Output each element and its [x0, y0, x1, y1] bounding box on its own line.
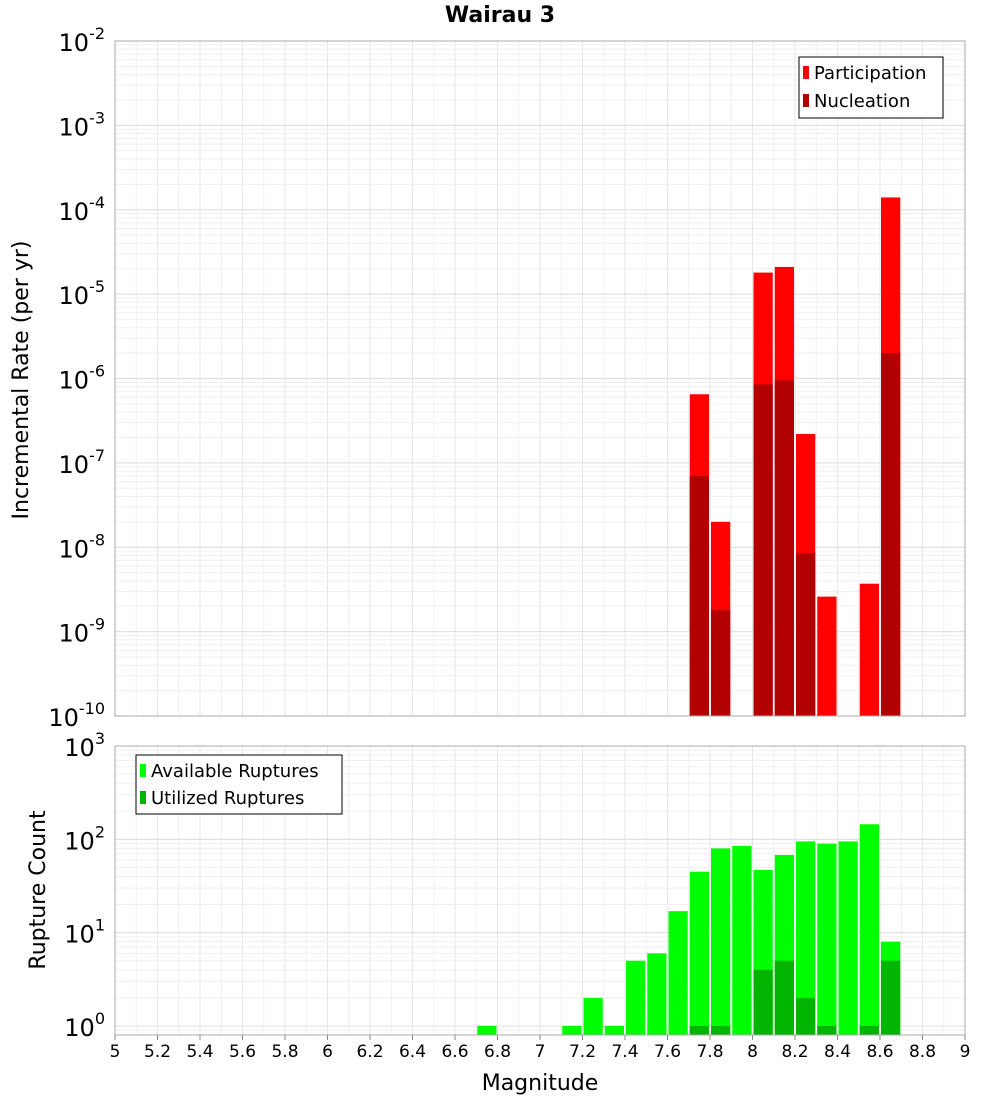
- x-tick-label: 6.6: [441, 1042, 468, 1062]
- rate-bar-nucleation: [881, 353, 901, 716]
- rate-bar-nucleation: [753, 384, 773, 716]
- count-bar-utilized-ruptures: [711, 1025, 731, 1035]
- rate-bar-nucleation: [711, 610, 731, 716]
- rate-y-tick-label: 10-9: [59, 615, 106, 648]
- count-bar-available-ruptures: [604, 1025, 624, 1035]
- x-tick-label: 8.2: [781, 1042, 808, 1062]
- rate-legend-box: [798, 56, 944, 119]
- legend-label-available: Available Ruptures: [151, 761, 319, 782]
- rate-bars: [689, 197, 901, 717]
- count-bars: [477, 824, 901, 1035]
- rate-grid: [114, 40, 966, 717]
- count-y-tick-label: 102: [64, 822, 105, 855]
- x-tick-label: 5.6: [229, 1042, 256, 1062]
- count-bar-available-ruptures: [689, 871, 709, 1035]
- count-y-tick-label: 103: [64, 729, 105, 762]
- count-bar-utilized-ruptures: [796, 997, 816, 1035]
- count-bar-utilized-ruptures: [774, 960, 794, 1035]
- x-tick-label: 5.4: [186, 1042, 213, 1062]
- legend-swatch-participation: [803, 66, 809, 79]
- count-bar-available-ruptures: [796, 841, 816, 1035]
- count-y-tick-label: 100: [64, 1009, 105, 1042]
- count-legend: Available Ruptures Utilized Ruptures: [135, 754, 343, 815]
- count-bar-available-ruptures: [477, 1025, 497, 1035]
- rate-bar-participation: [817, 596, 837, 716]
- rate-y-tick-label: 10-8: [59, 530, 106, 563]
- x-tick-label: 6.8: [484, 1042, 511, 1062]
- count-x-ticks: 5 5.2 5.4 5.6 5.8 6 6.2 6.4 6.6 6.8 7 7.2 7.4 7.6 7.8 8…: [110, 1035, 971, 1062]
- count-bar-available-ruptures: [838, 841, 858, 1035]
- x-tick-label: 5.2: [144, 1042, 171, 1062]
- legend-swatch-utilized: [140, 791, 146, 804]
- rate-y-tick-label: 10-7: [59, 446, 106, 479]
- x-tick-label: 7.6: [654, 1042, 681, 1062]
- count-bar-available-ruptures: [817, 843, 837, 1035]
- rate-y-axis-label: Incremental Rate (per yr): [9, 241, 34, 520]
- x-tick-label: 6.4: [399, 1042, 426, 1062]
- legend-label-utilized: Utilized Ruptures: [151, 788, 304, 809]
- count-panel: 100 101 102 103 5 5.2 5.4 5.6 5.8 6 6.2 6.4 6.6 6.8 7…: [26, 729, 970, 1096]
- x-tick-label: 9: [960, 1042, 971, 1062]
- rate-y-tick-label: 10-5: [59, 277, 106, 310]
- count-bar-utilized-ruptures: [859, 1025, 879, 1035]
- x-tick-label: 7.4: [611, 1042, 638, 1062]
- x-tick-label: 8.8: [909, 1042, 936, 1062]
- rate-y-tick-label: 10-2: [59, 24, 106, 57]
- count-bar-utilized-ruptures: [753, 969, 773, 1035]
- x-tick-label: 8.6: [866, 1042, 893, 1062]
- rate-y-tick-label: 10-3: [59, 108, 106, 141]
- x-tick-label: 6: [322, 1042, 333, 1062]
- legend-swatch-nucleation: [803, 94, 809, 107]
- chart-title: Wairau 3: [445, 3, 555, 28]
- count-bar-available-ruptures: [732, 845, 752, 1035]
- rate-y-ticks: 10-10 10-9 10-8 10-7 10-6 10-5 10-4 10-3 10-2: [48, 24, 105, 732]
- count-y-ticks: 100 101 102 103: [64, 729, 105, 1042]
- count-bar-available-ruptures: [711, 848, 731, 1035]
- rate-plot-border: [114, 40, 966, 717]
- count-bar-available-ruptures: [583, 997, 603, 1035]
- rate-bar-nucleation: [796, 553, 816, 716]
- count-bar-utilized-ruptures: [689, 1025, 709, 1035]
- count-y-tick-label: 101: [64, 916, 105, 949]
- x-tick-label: 5.8: [271, 1042, 298, 1062]
- count-bar-available-ruptures: [562, 1025, 582, 1035]
- count-bar-available-ruptures: [859, 824, 879, 1035]
- x-tick-label: 6.2: [356, 1042, 383, 1062]
- count-bar-available-ruptures: [626, 960, 646, 1035]
- rate-y-tick-label: 10-6: [59, 362, 106, 395]
- x-tick-label: 5: [110, 1042, 121, 1062]
- legend-swatch-available: [140, 764, 146, 777]
- x-tick-label: 7: [535, 1042, 546, 1062]
- count-legend-box: [135, 754, 343, 815]
- legend-label-nucleation: Nucleation: [814, 91, 910, 112]
- rate-bar-nucleation: [774, 380, 794, 716]
- rate-bar-participation: [859, 583, 879, 716]
- x-tick-label: 8.4: [824, 1042, 851, 1062]
- rate-bar-nucleation: [689, 475, 709, 716]
- x-tick-label: 7.8: [696, 1042, 723, 1062]
- rate-y-tick-label: 10-4: [59, 193, 106, 226]
- x-tick-label: 7.2: [569, 1042, 596, 1062]
- count-y-axis-label: Rupture Count: [26, 810, 51, 970]
- count-bar-available-ruptures: [668, 911, 688, 1035]
- count-bar-utilized-ruptures: [817, 1025, 837, 1035]
- rate-panel: 10-10 10-9 10-8 10-7 10-6 10-5 10-4 10-3 10-2 In…: [9, 24, 966, 732]
- legend-label-participation: Participation: [814, 63, 926, 84]
- rate-legend: Participation Nucleation: [798, 56, 944, 119]
- x-axis-label: Magnitude: [482, 1071, 599, 1096]
- x-tick-label: 8: [747, 1042, 758, 1062]
- count-bar-available-ruptures: [647, 953, 667, 1035]
- rate-y-tick-label: 10-10: [48, 699, 105, 732]
- count-bar-utilized-ruptures: [881, 960, 901, 1035]
